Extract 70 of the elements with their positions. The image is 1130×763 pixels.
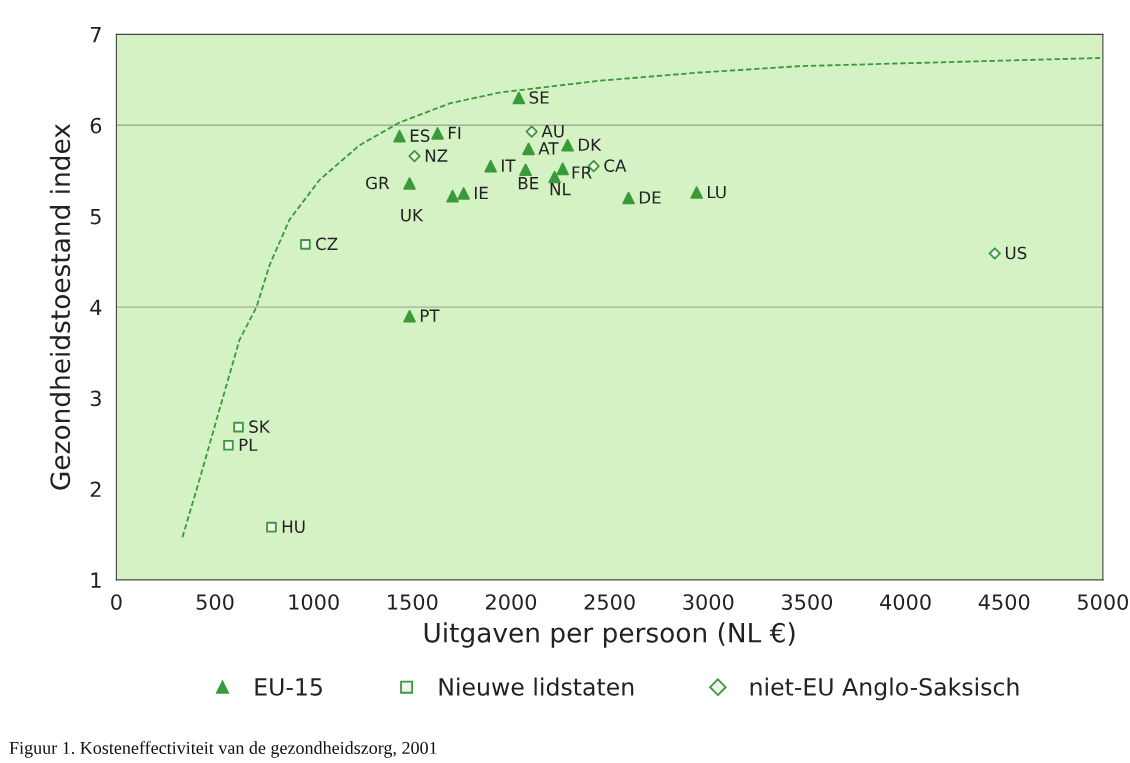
annotation: PL bbox=[239, 438, 258, 451]
line-series bbox=[181, 57, 1101, 539]
point bbox=[690, 186, 703, 199]
annotation: FI bbox=[448, 126, 461, 139]
point bbox=[457, 187, 470, 200]
annotation: SK bbox=[249, 420, 271, 433]
y-tick-label: 2 bbox=[90, 481, 101, 497]
annotation: FR bbox=[572, 166, 592, 179]
annotation: DE bbox=[639, 191, 661, 204]
x-tick-label: 3500 bbox=[782, 594, 833, 610]
point bbox=[393, 129, 406, 143]
annotation: ES bbox=[410, 129, 430, 142]
y-tick-label: 1 bbox=[91, 572, 101, 588]
point bbox=[512, 91, 526, 105]
point bbox=[431, 127, 444, 140]
annotation: GR bbox=[366, 176, 390, 190]
point bbox=[561, 138, 574, 152]
point bbox=[556, 162, 569, 176]
x-tick-label: 2000 bbox=[486, 594, 537, 610]
annotation: IE bbox=[474, 186, 488, 200]
point bbox=[408, 150, 421, 163]
point bbox=[300, 239, 311, 250]
annotation: SE bbox=[529, 91, 549, 104]
point bbox=[484, 159, 497, 173]
point bbox=[522, 142, 535, 156]
point bbox=[525, 125, 538, 138]
annotation: NL bbox=[550, 182, 571, 196]
point bbox=[403, 309, 416, 323]
annotation: AT bbox=[538, 142, 559, 155]
x-tick-label: 1000 bbox=[289, 594, 339, 610]
point bbox=[519, 163, 532, 177]
y-tick-label: 3 bbox=[90, 390, 101, 407]
legend-label: niet-EU Anglo-Saksisch bbox=[750, 677, 1019, 701]
annotation: IT bbox=[502, 159, 516, 172]
legend-label: EU-15 bbox=[255, 678, 322, 696]
point bbox=[446, 189, 459, 203]
y-axis-title: Gezondheidstoestand index bbox=[49, 123, 71, 490]
annotation: CZ bbox=[316, 237, 338, 251]
annotation: CA bbox=[604, 159, 627, 172]
annotation: US bbox=[1005, 246, 1027, 260]
annotation: LU bbox=[708, 185, 726, 199]
y-tick-label: 4 bbox=[90, 299, 102, 316]
x-tick-label: 4500 bbox=[978, 594, 1030, 610]
x-tick-label: 1500 bbox=[388, 594, 438, 610]
point bbox=[223, 440, 234, 451]
y-tick-label: 6 bbox=[90, 117, 102, 134]
point bbox=[548, 170, 561, 184]
point bbox=[622, 191, 635, 205]
x-tick-label: 500 bbox=[196, 594, 234, 610]
annotation: DK bbox=[578, 138, 602, 151]
x-tick-label: 0 bbox=[111, 594, 122, 610]
annotation: NZ bbox=[425, 149, 448, 162]
annotation: AU bbox=[541, 125, 564, 138]
point bbox=[403, 177, 416, 190]
annotation: HU bbox=[282, 520, 305, 533]
point bbox=[988, 247, 1001, 260]
x-tick-label: 2500 bbox=[584, 594, 635, 610]
annotation: BE bbox=[518, 177, 539, 190]
x-tick-label: 4000 bbox=[880, 594, 931, 610]
x-tick-label: 5000 bbox=[1077, 594, 1129, 610]
point bbox=[233, 421, 244, 433]
point bbox=[266, 521, 277, 533]
annotation: PT bbox=[420, 309, 440, 322]
y-tick-label: 5 bbox=[90, 208, 101, 225]
x-axis-title: Uitgaven per persoon (NL €) bbox=[424, 622, 795, 648]
x-tick-label: 3000 bbox=[683, 594, 734, 610]
text: Figuur 1. Kosteneffectiviteit van de gezondheidszorg, 2001 bbox=[9, 741, 437, 758]
y-tick-label: 7 bbox=[90, 27, 101, 43]
annotation: UK bbox=[401, 209, 424, 222]
legend-label: Nieuwe lidstaten bbox=[439, 677, 634, 696]
